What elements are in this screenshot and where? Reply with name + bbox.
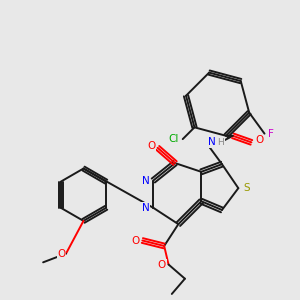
Text: N: N [142,203,149,213]
Text: O: O [132,236,140,245]
Text: O: O [255,135,263,145]
Text: O: O [147,141,155,151]
Text: N: N [142,176,149,185]
Text: S: S [244,183,250,193]
Text: F: F [268,129,274,139]
Text: N: N [208,137,216,147]
Text: Cl: Cl [169,134,179,144]
Text: H: H [218,138,224,147]
Text: O: O [158,260,166,269]
Text: O: O [58,249,66,259]
